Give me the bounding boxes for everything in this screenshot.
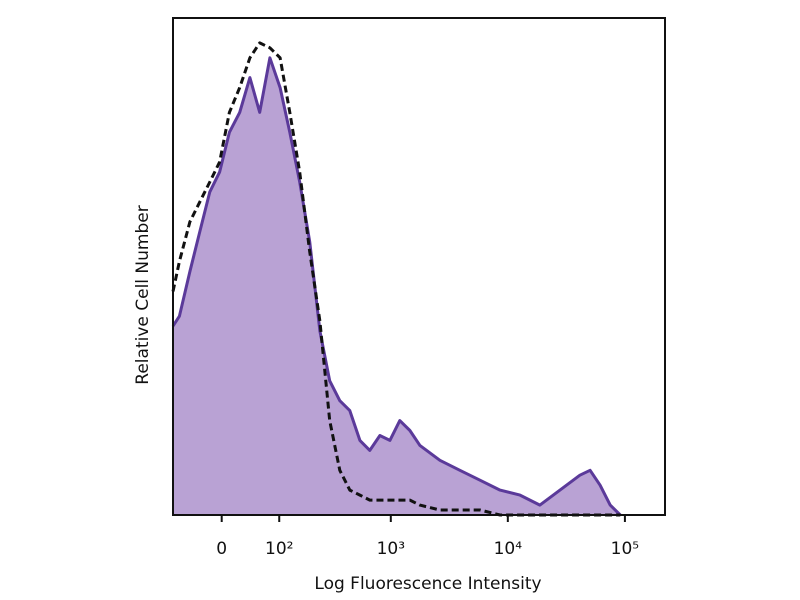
- y-axis-label: Relative Cell Number: [133, 205, 153, 384]
- area: [173, 57, 621, 516]
- x-tick-label: 10²: [265, 539, 293, 559]
- x-tick-label: 10³: [377, 539, 405, 559]
- line: [171, 56, 622, 517]
- x-tick-label: 10⁵: [611, 539, 639, 559]
- line: [171, 41, 621, 517]
- x-tick-label: 0: [216, 539, 227, 559]
- x-axis-label: Log Fluorescence Intensity: [314, 574, 541, 594]
- x-tick-label: 10⁴: [494, 539, 523, 559]
- plot-frame: [172, 17, 666, 516]
